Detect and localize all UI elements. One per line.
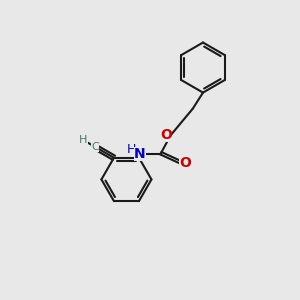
Text: H: H <box>127 142 136 156</box>
Text: H: H <box>79 135 88 145</box>
Text: C: C <box>91 142 99 152</box>
Text: O: O <box>160 128 172 142</box>
Text: N: N <box>134 147 146 161</box>
Text: O: O <box>179 156 191 170</box>
